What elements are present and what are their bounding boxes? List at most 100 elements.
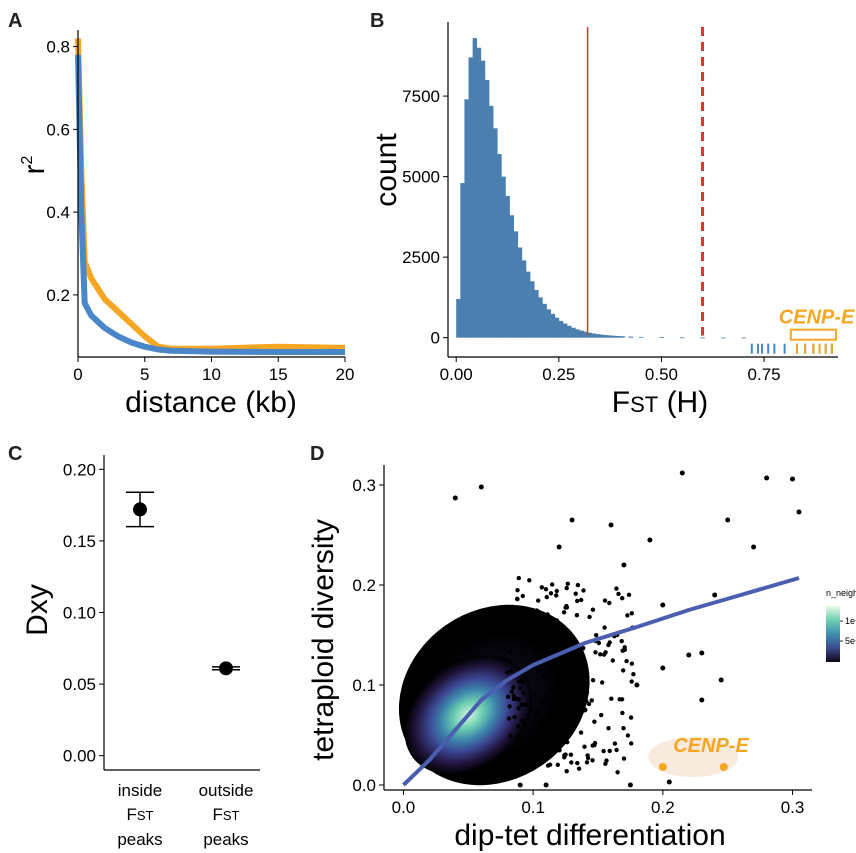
panel-d-point (582, 744, 587, 749)
panel-b-histogram-bar (620, 336, 625, 338)
panel-b-cenp-e-box (789, 328, 837, 341)
panel-d-point (511, 696, 516, 702)
panel-c-y-tick-label: 0.05 (63, 675, 96, 694)
panel-d-point (621, 668, 626, 673)
panel-b-histogram-bar (638, 336, 644, 338)
panel-d-point (621, 726, 626, 731)
panel-d-point (556, 544, 562, 550)
panel-d-point (512, 714, 517, 720)
panel-d-point (561, 641, 566, 647)
panel-b-histogram-bar (550, 313, 556, 338)
panel-d-point (527, 578, 532, 583)
panel-b-histogram-bar (591, 333, 597, 338)
panel-b-histogram-bar (554, 317, 560, 338)
panel-d-point (562, 697, 567, 703)
panel-d-point (592, 740, 598, 746)
panel-d-point (660, 665, 666, 671)
panel-d-point (560, 636, 565, 641)
panel-b-histogram-bar (472, 38, 478, 338)
panel-d-point (547, 762, 553, 767)
panel-d-point (666, 779, 672, 785)
panel-d-point (712, 592, 718, 598)
panel-d-point (575, 582, 581, 588)
panel-d-point (626, 592, 632, 597)
panel-d-point (562, 665, 567, 670)
panel-d-point (622, 645, 627, 650)
panel-d-point (515, 736, 520, 742)
panel-d-point (565, 581, 570, 586)
panel-d-point (511, 693, 517, 698)
panel-d-point (524, 702, 529, 707)
panel-d-point (628, 715, 634, 720)
legend-color-bar (826, 606, 840, 662)
panel-b-histogram-bar (599, 334, 605, 338)
panel-b-histogram-bar (604, 335, 609, 338)
panel-b-histogram-bar (464, 99, 469, 338)
panel-d-point (582, 707, 588, 713)
panel-b-histogram-bar (538, 297, 543, 338)
panel-d-point (527, 614, 532, 619)
panel-d-point (574, 717, 579, 723)
panel-c-dxy: 0.000.050.100.150.20 inside FST peaks ou… (21, 455, 260, 849)
panel-d-y-tick-label: 0.3 (352, 476, 376, 495)
panel-d-point (790, 476, 795, 482)
panel-b-fst-histogram: 0.00 0.25 0.50 0.75 0 2500 5000 7500 CENP-E FST… (370, 22, 855, 419)
panel-d-point (602, 598, 608, 603)
panel-d-point (536, 598, 541, 603)
panel-a-series-0-line (75, 38, 346, 352)
panel-d-point (521, 690, 526, 695)
panel-d-point (540, 621, 545, 626)
panel-d-point (522, 722, 528, 727)
panel-d-point (549, 688, 555, 694)
panel-d-point (554, 618, 560, 623)
panel-c-tick-inside-st: ST (137, 808, 154, 823)
panel-a-ld-decay: 0 5 10 15 20 0.2 0.4 0.6 0.8 distance (kb) r2 (18, 30, 354, 419)
panel-d-point (612, 741, 618, 746)
panel-d-point (647, 537, 653, 543)
panel-d-point (725, 517, 731, 523)
panel-d-cenp-e-point (658, 763, 667, 771)
panel-d-point (522, 630, 527, 635)
panel-c-x-tick-inside: inside FST peaks (117, 781, 162, 849)
panel-d-point (554, 588, 559, 594)
panel-d-point (796, 509, 802, 515)
panel-d-point (577, 663, 582, 668)
panel-d-point (598, 652, 603, 657)
panel-d-point (565, 740, 570, 745)
panel-d-point (573, 591, 578, 596)
panel-d-point (573, 690, 578, 695)
panel-d-point (535, 625, 540, 631)
panel-d-point (567, 711, 572, 716)
panel-d-point (478, 484, 484, 490)
panel-d-point (546, 737, 551, 742)
panel-d-point (531, 627, 536, 632)
panel-d-point (679, 470, 685, 476)
panel-d-point (537, 720, 542, 725)
panel-d-point (520, 593, 525, 599)
panel-d-x-tick-label: 0.1 (521, 798, 545, 817)
panel-b-histogram-bar (501, 176, 506, 338)
panel-d-point (543, 782, 549, 788)
panel-c-y-tick-label: 0.15 (63, 532, 96, 551)
panel-d-point (564, 585, 569, 591)
panel-d-point (526, 758, 532, 763)
panel-b-histogram-bar (542, 303, 547, 338)
panel-d-point (520, 718, 525, 723)
panel-d-point (578, 730, 584, 735)
panel-c-tick-inside-l2: FST (126, 805, 153, 824)
panel-d-x-tick-label: 0.3 (781, 798, 805, 817)
panel-a-y-label: r2 (18, 155, 51, 174)
panel-d-point (545, 612, 550, 617)
panel-d-point (569, 636, 574, 642)
panel-d-point (515, 596, 520, 601)
panel-d-point (629, 661, 635, 666)
panel-c-tick-outside-l3: peaks (203, 830, 248, 849)
panel-b-y-tick-label: 2500 (402, 248, 440, 267)
panel-b-x-label-f: F (612, 386, 630, 419)
panel-d-point (554, 593, 559, 598)
panel-d-point (751, 544, 757, 550)
panel-d-point (590, 678, 596, 683)
panel-d-point (506, 619, 511, 624)
panel-d-point (699, 697, 705, 703)
panel-d-point (587, 614, 592, 620)
